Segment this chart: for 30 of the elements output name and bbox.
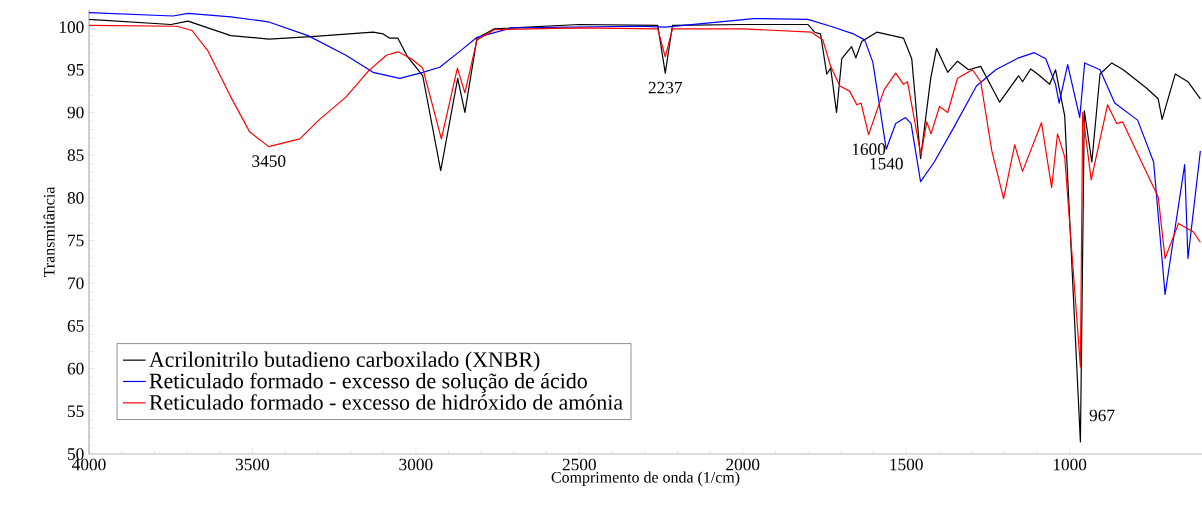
line-series [88, 11, 1201, 295]
x-tick-label: 2000 [726, 458, 760, 471]
y-tick-label: 75 [68, 234, 84, 247]
annotation: 1540 [870, 157, 903, 170]
y-tick-label: 95 [67, 63, 84, 76]
x-tick-label: 3000 [399, 458, 433, 471]
x-axis-title: Comprimento de onda (1/cm) [551, 471, 740, 486]
x-tick-label: 4000 [72, 458, 106, 471]
y-tick-label: 60 [67, 362, 84, 375]
y-tick-label: 85 [67, 149, 84, 161]
y-axis-title: Transmitância [43, 186, 55, 278]
legend-label: Acrilonitrilo butadieno carboxilado (XNBR) [149, 351, 540, 372]
x-tick-label: 3500 [235, 458, 270, 471]
y-tick-label: 65 [67, 320, 84, 332]
annotation: 967 [1089, 409, 1115, 422]
annotation: 1600 [852, 143, 886, 155]
y-tick-label: 55 [68, 405, 84, 418]
y-tick-label: 100 [59, 21, 84, 33]
y-tick-label: 90 [67, 106, 84, 119]
y-tick-label: 50 [68, 448, 84, 460]
annotation: 2237 [648, 81, 683, 94]
x-tick-label: 2500 [562, 458, 596, 471]
x-tick-label: 1500 [890, 458, 923, 471]
legend-label: Reticulado formado - excesso de hidróxido de amónia [149, 394, 623, 410]
y-tick-label: 70 [68, 277, 84, 290]
x-tick-label: 1000 [1053, 458, 1087, 471]
y-tick-label: 80 [67, 192, 84, 204]
legend-label: Reticulado formado - excesso de solução de ácido [149, 372, 587, 393]
annotation: 3450 [252, 155, 286, 167]
line-series [88, 18, 1201, 443]
